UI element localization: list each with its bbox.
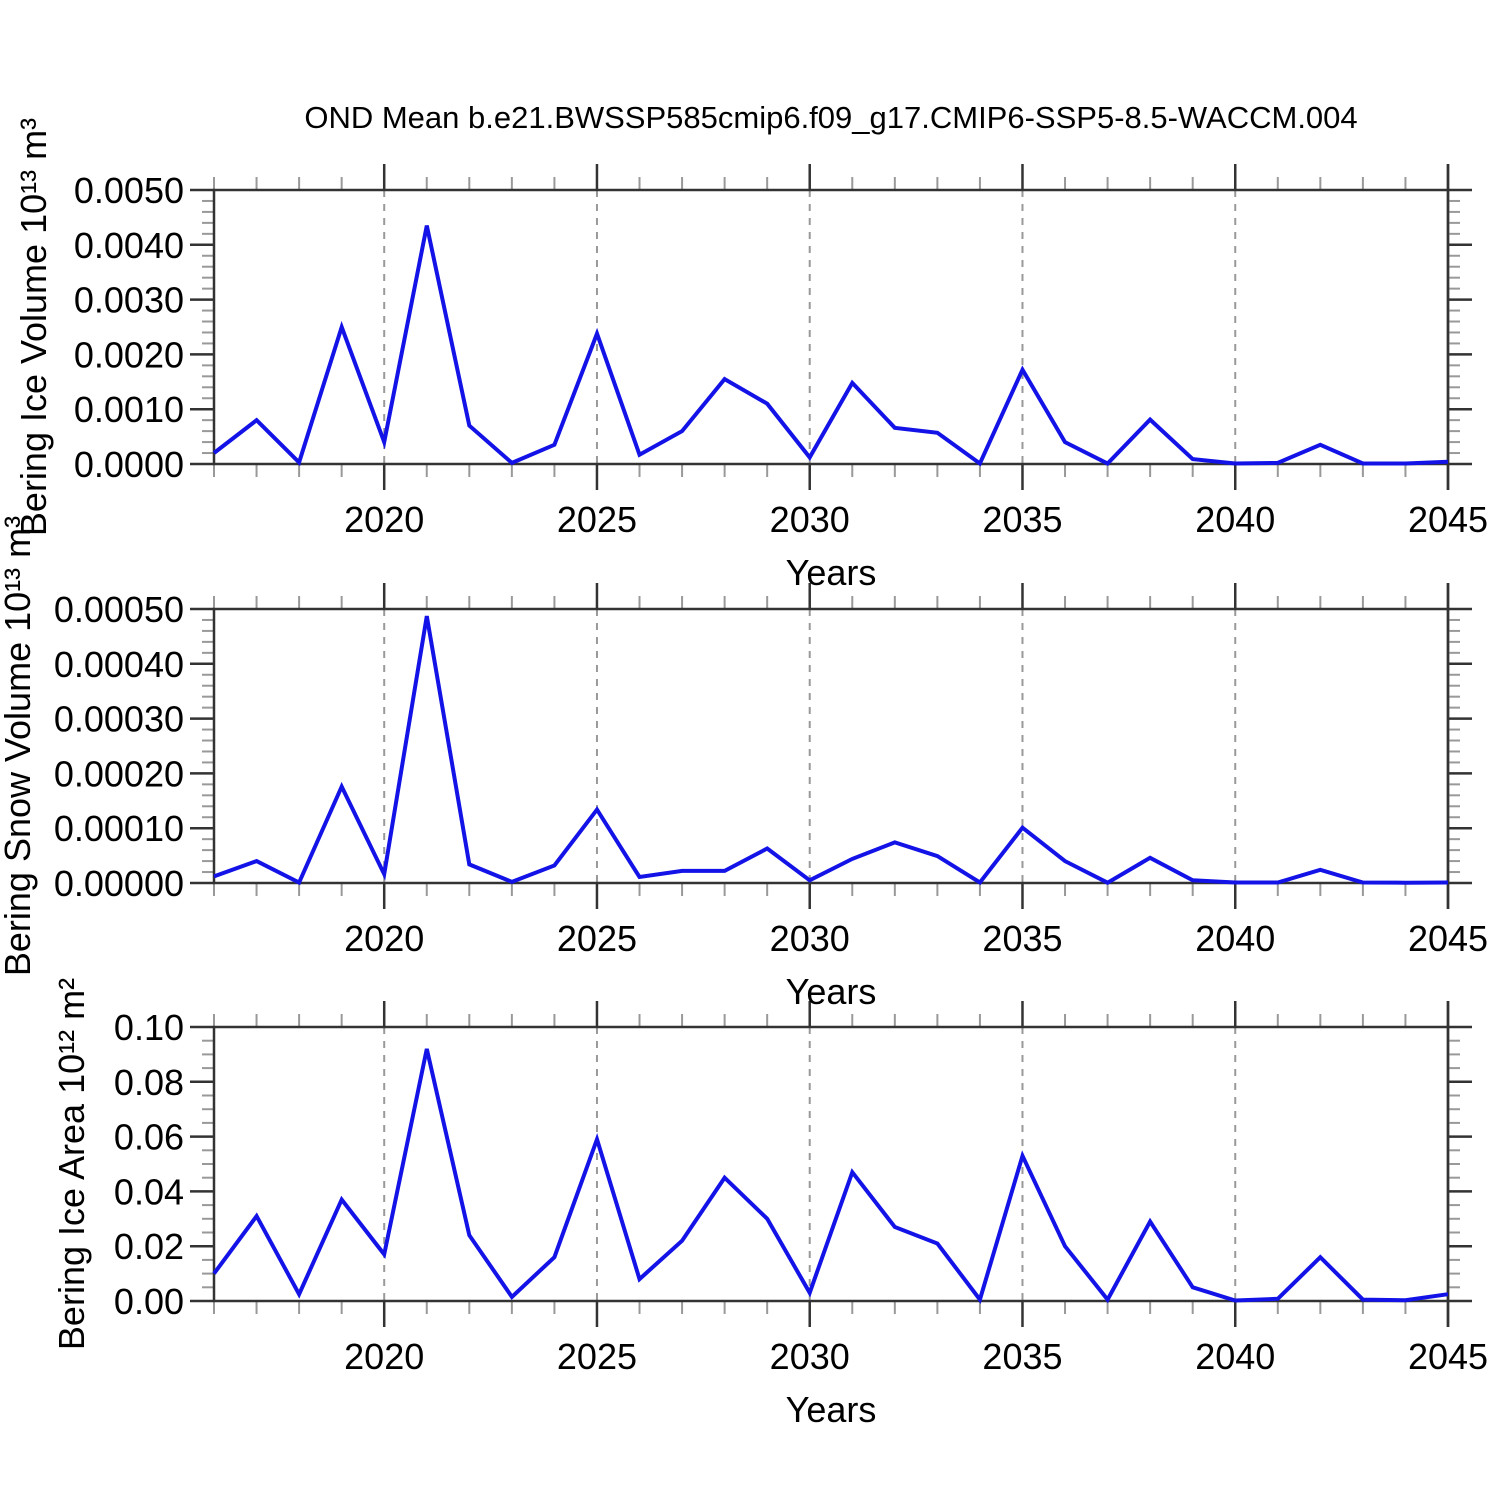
y-tick-label: 0.0020: [74, 334, 184, 375]
x-tick-label: 2030: [770, 918, 850, 959]
y-tick-label: 0.0030: [74, 280, 184, 321]
x-tick-label: 2025: [557, 1336, 637, 1377]
x-tick-label: 2045: [1408, 1336, 1488, 1377]
y-tick-label: 0.00020: [54, 753, 184, 794]
x-tick-label: 2035: [982, 499, 1062, 540]
x-tick-label: 2035: [982, 1336, 1062, 1377]
x-tick-label: 2020: [344, 918, 424, 959]
y-tick-label: 0.08: [114, 1062, 184, 1103]
x-tick-label: 2030: [770, 499, 850, 540]
y-tick-label: 0.10: [114, 1007, 184, 1048]
x-tick-label: 2045: [1408, 499, 1488, 540]
x-axis-label-years-3: Years: [785, 1389, 877, 1430]
y-tick-label: 0.0010: [74, 389, 184, 430]
plot-frame: [212, 188, 1450, 466]
y-tick-label: 0.00050: [54, 589, 184, 630]
x-tick-label: 2020: [344, 1336, 424, 1377]
panel-bering-ice-volume: 0.0000 0.0010 0.0020 0.0030 0.0040 0.0050 2020…: [74, 164, 1488, 540]
x-tick-label: 2040: [1195, 499, 1275, 540]
y-axis-label-snow-volume: Bering Snow Volume 10¹³ m³: [0, 515, 38, 977]
y-tick-label: 0.00040: [54, 644, 184, 685]
data-line-bering-snow-volume: [213, 615, 1449, 886]
x-tick-label: 2030: [770, 1336, 850, 1377]
y-tick-label: 0.00010: [54, 808, 184, 849]
panel-bering-ice-area: 0.00 0.02 0.04 0.06 0.08 0.10 2020 2025 2030 2035…: [114, 1001, 1488, 1377]
y-tick-label: 0.04: [114, 1171, 184, 1212]
x-tick-label: 2045: [1408, 918, 1488, 959]
y-tick-label: 0.00000: [54, 863, 184, 904]
x-tick-label: 2035: [982, 918, 1062, 959]
data-line-bering-ice-volume: [212, 225, 1449, 467]
panel-bering-snow-volume: 0.00000 0.00010 0.00020 0.00030 0.00040 0.000…: [54, 583, 1488, 959]
data-line-bering-ice-area: [212, 1048, 1449, 1304]
x-tick-label: 2025: [557, 499, 637, 540]
y-tick-label: 0.00: [114, 1281, 184, 1322]
plot-frame: [212, 1025, 1450, 1303]
page-title: OND Mean b.e21.BWSSP585cmip6.f09_g17.CMI…: [304, 100, 1358, 135]
x-tick-label: 2020: [344, 499, 424, 540]
plot-frame: [212, 607, 1450, 885]
y-tick-label: 0.0000: [74, 444, 184, 485]
y-tick-label: 0.0050: [74, 170, 184, 211]
x-axis-label-years-2: Years: [785, 971, 877, 1012]
y-tick-label: 0.0040: [74, 225, 184, 266]
y-axis-label-ice-area: Bering Ice Area 10¹² m²: [51, 977, 92, 1351]
y-tick-label: 0.06: [114, 1117, 184, 1158]
x-tick-label: 2025: [557, 918, 637, 959]
y-tick-label: 0.02: [114, 1226, 184, 1267]
y-tick-label: 0.00030: [54, 699, 184, 740]
x-axis-label-years-1: Years: [785, 552, 877, 593]
x-tick-label: 2040: [1195, 918, 1275, 959]
x-tick-label: 2040: [1195, 1336, 1275, 1377]
